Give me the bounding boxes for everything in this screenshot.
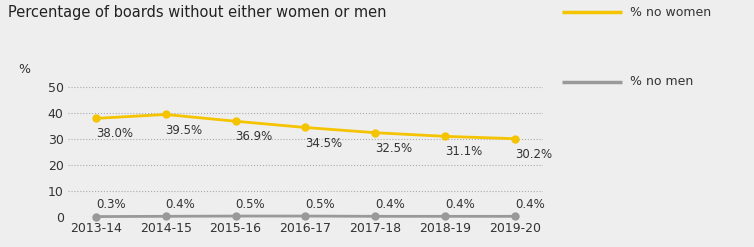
- Text: %: %: [18, 63, 30, 76]
- Text: 36.9%: 36.9%: [235, 130, 273, 143]
- Text: 0.5%: 0.5%: [235, 198, 265, 211]
- Text: % no men: % no men: [630, 75, 693, 88]
- Text: 30.2%: 30.2%: [515, 148, 552, 161]
- Text: 31.1%: 31.1%: [445, 145, 483, 159]
- Text: Percentage of boards without either women or men: Percentage of boards without either wome…: [8, 5, 386, 20]
- Text: 0.3%: 0.3%: [96, 198, 125, 211]
- Text: 0.4%: 0.4%: [166, 198, 195, 211]
- Text: 32.5%: 32.5%: [375, 142, 412, 155]
- Text: 0.4%: 0.4%: [515, 198, 544, 211]
- Text: 38.0%: 38.0%: [96, 127, 133, 141]
- Text: 0.4%: 0.4%: [375, 198, 405, 211]
- Text: % no women: % no women: [630, 6, 711, 19]
- Text: 0.4%: 0.4%: [445, 198, 475, 211]
- Text: 39.5%: 39.5%: [166, 124, 203, 137]
- Text: 0.5%: 0.5%: [305, 198, 335, 211]
- Text: 34.5%: 34.5%: [305, 137, 342, 150]
